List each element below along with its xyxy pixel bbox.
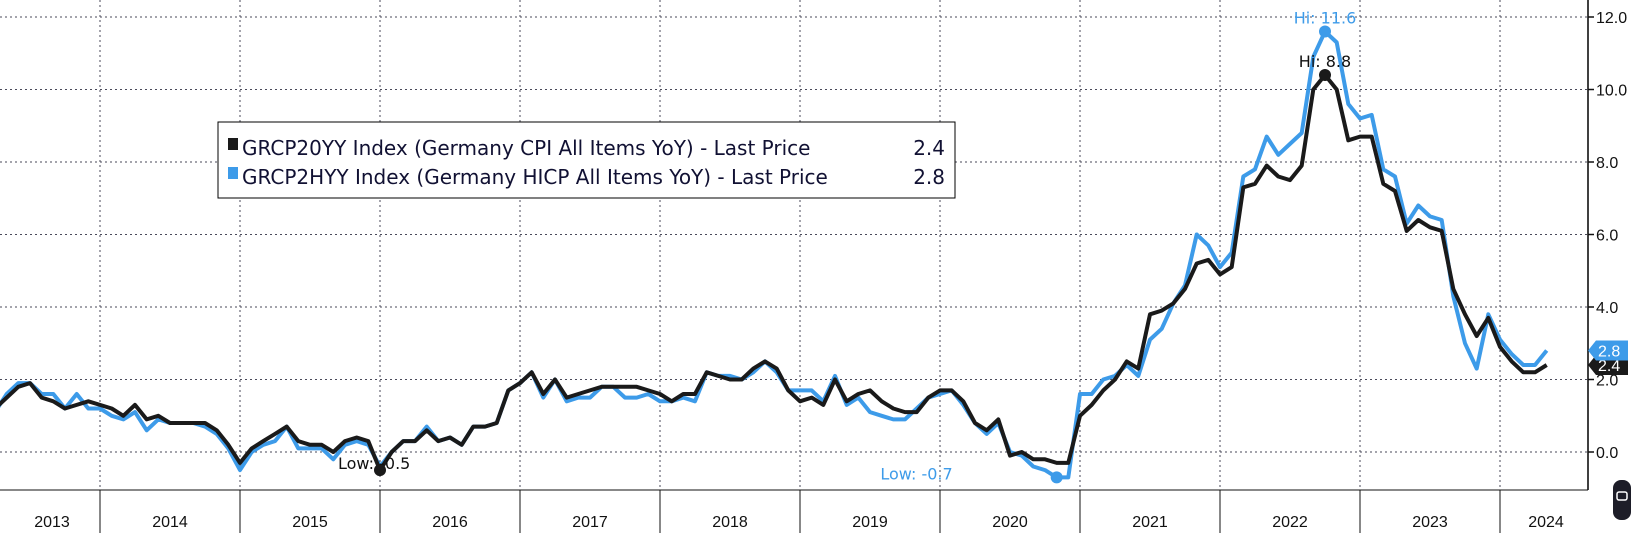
last-value-tag-hicp: 2.8	[1588, 340, 1628, 361]
x-tick-label: 2024	[1528, 514, 1564, 531]
y-tick-label: 10.0	[1596, 83, 1627, 100]
x-tick-label: 2015	[292, 514, 328, 531]
legend-frame	[217, 121, 956, 199]
y-tick-label: 2.0	[1596, 373, 1618, 390]
y-tick-label: 4.0	[1596, 300, 1618, 317]
x-tick-label: 2017	[572, 514, 608, 531]
annotation-label: Low: -0.5	[338, 454, 410, 473]
series-line-hicp	[0, 29, 1549, 480]
last-value-label: 2.8	[1598, 344, 1620, 361]
annotation-label: Hi: 11.6	[1294, 9, 1357, 28]
x-tick-label: 2021	[1132, 514, 1168, 531]
x-tick-label: 2014	[152, 514, 188, 531]
last-value-label: 2.4	[1598, 358, 1620, 375]
x-tick-label: 2018	[712, 514, 748, 531]
legend-swatch-hicp	[228, 167, 238, 179]
annotations: Hi: 11.6 Hi: 8.8 Low: -0.7 Low: -0.5	[338, 9, 1356, 484]
annotation-marker	[1319, 69, 1331, 81]
y-tick-label: 12.0	[1596, 10, 1627, 27]
y-tick-label: 6.0	[1596, 228, 1618, 245]
series-line-cpi	[0, 73, 1548, 473]
annotation-marker	[1319, 25, 1331, 38]
legend-swatch-cpi	[228, 138, 238, 150]
legend-value-hicp: 2.8	[913, 165, 945, 189]
x-tick-label: 2013	[34, 514, 70, 531]
series-layer	[0, 29, 1549, 480]
y-tick-label: 8.0	[1596, 155, 1618, 172]
annotation-label: Hi: 8.8	[1299, 52, 1351, 71]
x-tick-label: 2022	[1272, 514, 1308, 531]
x-tick-label: 2020	[992, 514, 1028, 531]
annotation-label: Low: -0.7	[880, 464, 952, 483]
legend: GRCP20YY Index (Germany CPI All Items Yo…	[217, 121, 956, 199]
x-tick-label: 2023	[1412, 514, 1448, 531]
annotation-marker	[1050, 471, 1063, 484]
annotation-marker	[374, 464, 386, 477]
y-tick-label: 0.0	[1596, 445, 1618, 462]
year-dividers	[99, 0, 1501, 490]
legend-label-cpi: GRCP20YY Index (Germany CPI All Items Yo…	[242, 136, 810, 160]
y-axis: 0.0 2.0 4.0 6.0 8.0 10.0 12.0 2.42.8	[1587, 0, 1628, 490]
grid	[0, 16, 1588, 453]
legend-label-hicp: GRCP2HYY Index (Germany HICP All Items Y…	[242, 165, 828, 189]
legend-value-cpi: 2.4	[913, 136, 945, 160]
x-tick-label: 2016	[432, 514, 468, 531]
x-axis: 2013 2014 2015 2016 2017 2018 2019 2020 2021 2022…	[0, 489, 1588, 533]
x-tick-label: 2019	[852, 514, 888, 531]
toggle-icon[interactable]	[1613, 480, 1631, 520]
